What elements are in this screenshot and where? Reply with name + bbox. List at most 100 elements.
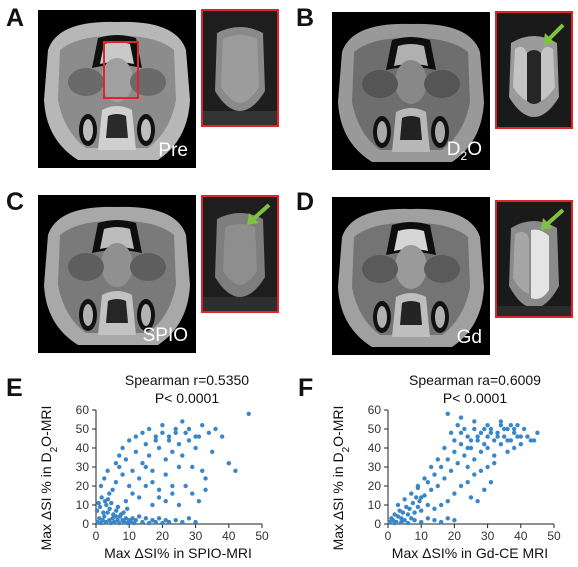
panel-letter-f: F bbox=[298, 374, 314, 402]
scatter-point bbox=[475, 434, 480, 439]
scatter-point bbox=[130, 516, 135, 521]
scatter-point bbox=[478, 468, 484, 473]
mri-image-gd: Gd bbox=[332, 197, 490, 355]
scatter-point bbox=[432, 472, 437, 477]
scatter-point bbox=[412, 510, 417, 515]
scatter-point bbox=[435, 483, 440, 489]
scatter-point bbox=[468, 495, 474, 500]
scatter-point bbox=[160, 520, 165, 526]
inset-tissue-b bbox=[497, 13, 571, 127]
scatter-point bbox=[478, 449, 484, 454]
scatter-point bbox=[425, 502, 431, 508]
scatter-point bbox=[117, 520, 122, 526]
scatter-point bbox=[115, 504, 121, 510]
scatter-point bbox=[105, 497, 111, 502]
scatter-point bbox=[125, 506, 130, 511]
scatter-point bbox=[136, 495, 142, 500]
scatter-point bbox=[102, 514, 107, 519]
scatter-point bbox=[166, 434, 172, 439]
scatter-point bbox=[465, 445, 470, 451]
panel-letter-d: D bbox=[296, 188, 315, 216]
scatter-point bbox=[111, 512, 116, 517]
scatter-point bbox=[387, 519, 392, 525]
scatter-point bbox=[196, 434, 202, 439]
scatter-point bbox=[419, 495, 424, 500]
label-spio: SPIO bbox=[142, 325, 188, 346]
scatter-point bbox=[422, 493, 427, 498]
scatter-point bbox=[173, 518, 178, 523]
scatter-plot-e: Spearman r=0.5350 P< 0.0001 0 10 20 30 40 50 0… bbox=[40, 372, 269, 561]
scatter-point bbox=[428, 464, 434, 470]
scatter-point bbox=[127, 483, 132, 489]
scatter-point bbox=[94, 508, 100, 513]
scatter-point bbox=[495, 434, 500, 439]
scatter-point bbox=[492, 438, 497, 443]
scatter-point bbox=[121, 510, 126, 515]
scatter-point bbox=[465, 434, 470, 439]
scatter-point bbox=[210, 449, 215, 454]
scatter-point bbox=[505, 438, 510, 443]
scatter-point bbox=[123, 457, 129, 462]
scatter-point bbox=[186, 516, 192, 521]
label-d2o: D2O bbox=[447, 140, 482, 162]
y-tick-label: 0 bbox=[374, 517, 381, 531]
scatter-point bbox=[511, 445, 517, 451]
scatter-point bbox=[468, 445, 474, 451]
scatter-point bbox=[498, 442, 504, 447]
y-tick-label: 30 bbox=[76, 460, 90, 474]
scatter-point bbox=[156, 495, 162, 500]
x-tick-label: 0 bbox=[385, 529, 392, 543]
scatter-point bbox=[462, 426, 467, 432]
scatter-point bbox=[150, 518, 155, 523]
scatter-point bbox=[113, 480, 119, 485]
label-d2o-main: D bbox=[446, 139, 461, 161]
scatter-point bbox=[170, 491, 175, 496]
x-tick-label: 20 bbox=[156, 529, 170, 543]
scatter-point bbox=[107, 491, 112, 496]
scatter-point bbox=[445, 411, 450, 416]
scatter-point bbox=[505, 449, 510, 454]
scatter-point bbox=[117, 453, 122, 458]
points-f bbox=[387, 411, 540, 526]
skull-scan-pre bbox=[38, 10, 196, 168]
scatter-point bbox=[414, 495, 419, 500]
scatter-point bbox=[193, 445, 198, 451]
scatter-point bbox=[405, 512, 411, 517]
scatter-point bbox=[432, 506, 437, 511]
scatter-point bbox=[475, 438, 480, 443]
x-axis-title-f: Max ΔSI% in Gd-CE MRI bbox=[392, 545, 548, 561]
scatter-point bbox=[515, 434, 520, 439]
mri-image-pre: Pre bbox=[38, 10, 196, 168]
scatter-point bbox=[528, 438, 533, 443]
scatter-point bbox=[395, 502, 401, 508]
scatter-point bbox=[438, 519, 444, 525]
scatter-point bbox=[399, 519, 404, 525]
scatter-point bbox=[465, 464, 470, 470]
scatter-point bbox=[97, 516, 102, 521]
scatter-point bbox=[518, 434, 523, 439]
scatter-point bbox=[402, 497, 407, 502]
scatter-point bbox=[146, 520, 152, 526]
scatter-point bbox=[105, 510, 110, 515]
scatter-point bbox=[508, 423, 514, 428]
scatter-point bbox=[127, 438, 132, 443]
inset-tissue-d bbox=[497, 202, 571, 316]
scatter-point bbox=[183, 430, 188, 435]
scatter-point bbox=[438, 502, 444, 508]
scatter-point bbox=[186, 426, 192, 432]
scatter-point bbox=[442, 476, 447, 481]
arrow-icon-c bbox=[247, 203, 271, 225]
scatter-point bbox=[107, 506, 112, 511]
y-title-tail-f: O-MRI bbox=[332, 406, 346, 447]
scatter-point bbox=[173, 426, 178, 432]
scatter-point bbox=[163, 457, 168, 462]
stat-line-2: P< 0.0001 bbox=[155, 390, 219, 406]
scatter-point bbox=[176, 502, 182, 508]
scatter-point bbox=[455, 423, 460, 428]
scatter-point bbox=[472, 426, 477, 432]
inset-tissue-a bbox=[203, 11, 277, 125]
scatter-point bbox=[521, 426, 527, 432]
scatter-point bbox=[402, 518, 407, 523]
scatter-point bbox=[173, 430, 178, 435]
x-axis-title-e: Max ΔSI% in SPIO-MRI bbox=[104, 545, 252, 561]
